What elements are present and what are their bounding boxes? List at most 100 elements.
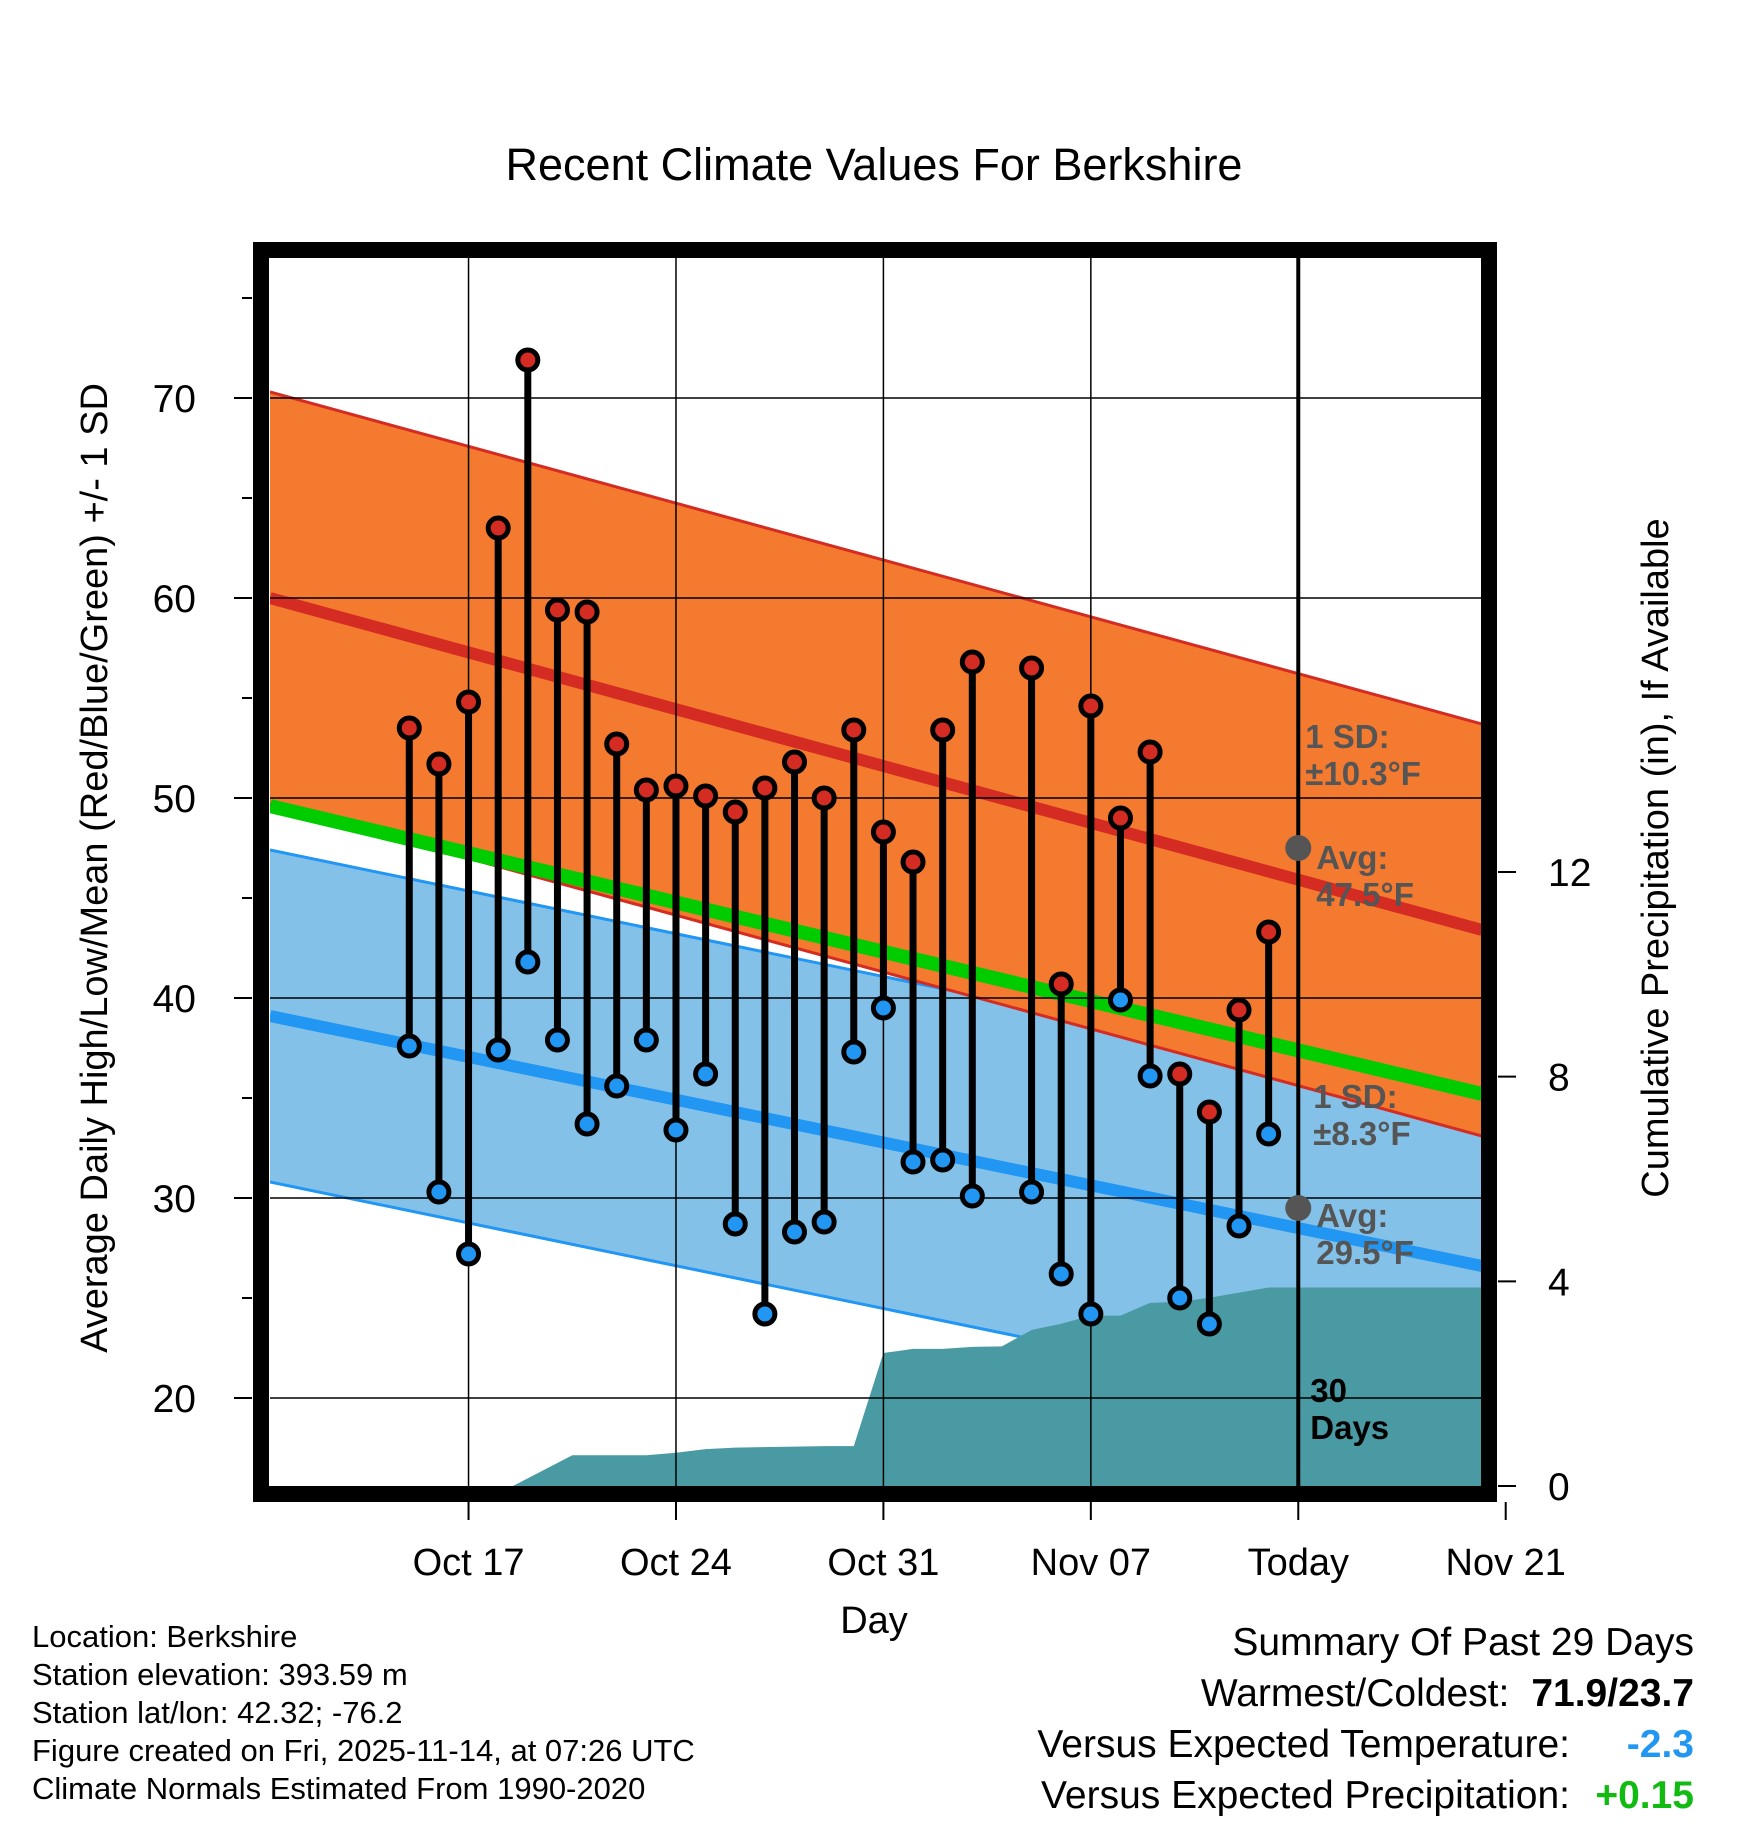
daily-low-point <box>663 1117 689 1143</box>
daily-high-point <box>1078 693 1104 719</box>
daily-high-point <box>811 785 837 811</box>
station-info: Location: Berkshire Station elevation: 3… <box>32 1618 695 1808</box>
today-high-normal-marker <box>1285 835 1312 861</box>
summary-warm-cold: Warmest/Coldest: 71.9/23.7 <box>1037 1668 1694 1719</box>
daily-high-point <box>841 717 867 743</box>
x-tick-label: Nov 21 <box>1446 1542 1566 1584</box>
daily-high-point <box>1196 1099 1222 1125</box>
y-tick-label: 70 <box>153 378 196 421</box>
daily-low-point <box>782 1219 808 1245</box>
y2-tick-label: 0 <box>1548 1466 1570 1509</box>
daily-high-point <box>574 599 600 625</box>
high-normal-line <box>270 592 1482 936</box>
daily-low-point <box>722 1211 748 1237</box>
daily-low-point <box>604 1073 630 1099</box>
x-tick-label: Oct 24 <box>620 1542 732 1584</box>
daily-high-point <box>870 819 896 845</box>
daily-low-point <box>1107 987 1133 1013</box>
daily-low-point <box>841 1039 867 1065</box>
daily-low-point <box>574 1111 600 1137</box>
daily-high-point <box>722 799 748 825</box>
y2-tick-label: 4 <box>1548 1261 1570 1304</box>
daily-high-point <box>1167 1061 1193 1087</box>
daily-low-point <box>752 1301 778 1327</box>
low-avg-annotation: Avg: 29.5°F <box>1316 1197 1414 1271</box>
y-tick-label: 30 <box>153 1178 196 1221</box>
daily-high-point <box>396 715 422 741</box>
daily-low-point <box>693 1061 719 1087</box>
latlon-text: Station lat/lon: 42.32; -76.2 <box>32 1695 403 1730</box>
daily-high-point <box>633 777 659 803</box>
daily-high-point <box>426 751 452 777</box>
y2-axis-label: Cumulative Precipitation (in), If Availa… <box>1635 518 1677 1197</box>
daily-low-point <box>1167 1285 1193 1311</box>
x-tick-label: Oct 17 <box>413 1542 525 1584</box>
daily-low-point <box>1226 1213 1252 1239</box>
daily-low-point <box>544 1027 570 1053</box>
daily-low-point <box>1078 1301 1104 1327</box>
daily-low-point <box>900 1149 926 1175</box>
today-low-normal-marker <box>1285 1195 1312 1221</box>
daily-high-point <box>544 597 570 623</box>
y-tick-label: 60 <box>153 578 196 621</box>
daily-high-point <box>1048 971 1074 997</box>
daily-low-point <box>959 1183 985 1209</box>
y-tick-label: 20 <box>153 1378 196 1421</box>
daily-low-point <box>870 995 896 1021</box>
daily-high-point <box>1256 919 1282 945</box>
daily-low-point <box>1196 1311 1222 1337</box>
daily-high-point <box>693 783 719 809</box>
location-text: Location: Berkshire <box>32 1619 298 1654</box>
daily-low-point <box>1256 1121 1282 1147</box>
daily-low-point <box>515 949 541 975</box>
daily-high-point <box>1226 997 1252 1023</box>
temp-label: Versus Expected Temperature: <box>1037 1723 1570 1766</box>
x-tick-label: Nov 07 <box>1031 1542 1151 1584</box>
daily-low-point <box>1019 1179 1045 1205</box>
daily-high-point <box>900 849 926 875</box>
y-tick-label: 50 <box>153 778 196 821</box>
precip-area <box>270 1287 1482 1486</box>
x-tick-label: Oct 31 <box>827 1542 939 1584</box>
chart-title: Recent Climate Values For Berkshire <box>506 139 1243 190</box>
daily-high-point <box>515 347 541 373</box>
daily-low-point <box>485 1037 511 1063</box>
warm-cold-label: Warmest/Coldest: <box>1200 1672 1510 1715</box>
y-axis-label: Average Daily High/Low/Mean (Red/Blue/Gr… <box>74 383 116 1353</box>
summary-panel: Summary Of Past 29 Days Warmest/Coldest:… <box>1037 1617 1694 1821</box>
daily-high-point <box>1137 739 1163 765</box>
y2-tick-label: 12 <box>1548 852 1591 895</box>
daily-high-point <box>752 775 778 801</box>
low-sd-annotation: 1 SD: ±8.3°F <box>1313 1078 1410 1152</box>
daily-high-point <box>1019 655 1045 681</box>
daily-low-point <box>426 1179 452 1205</box>
daily-high-point <box>930 717 956 743</box>
summary-temp: Versus Expected Temperature: -2.3 <box>1037 1719 1694 1770</box>
today-days-annotation: 30 Days <box>1310 1372 1389 1446</box>
daily-high-point <box>456 689 482 715</box>
y2-tick-label: 8 <box>1548 1057 1570 1100</box>
warm-cold-value: 71.9/23.7 <box>1531 1672 1694 1715</box>
daily-high-point <box>485 515 511 541</box>
plot-frame <box>253 242 1497 1502</box>
daily-low-point <box>456 1241 482 1267</box>
temp-value: -2.3 <box>1626 1723 1694 1766</box>
summary-precip: Versus Expected Precipitation: +0.15 <box>1037 1770 1694 1821</box>
daily-high-point <box>663 773 689 799</box>
daily-low-point <box>396 1033 422 1059</box>
daily-high-point <box>1107 805 1133 831</box>
high-sd-annotation: 1 SD: ±10.3°F <box>1305 718 1421 792</box>
daily-low-point <box>930 1147 956 1173</box>
precip-value: +0.15 <box>1595 1774 1694 1817</box>
daily-high-point <box>604 731 630 757</box>
x-axis-label: Day <box>840 1600 908 1642</box>
elevation-text: Station elevation: 393.59 m <box>32 1657 408 1692</box>
daily-low-point <box>811 1209 837 1235</box>
x-tick-label: Today <box>1248 1542 1349 1584</box>
created-text: Figure created on Fri, 2025-11-14, at 07… <box>32 1733 695 1768</box>
summary-title: Summary Of Past 29 Days <box>1232 1621 1694 1664</box>
high-avg-annotation: Avg: 47.5°F <box>1316 839 1414 913</box>
daily-low-point <box>1137 1063 1163 1089</box>
normals-text: Climate Normals Estimated From 1990-2020 <box>32 1771 646 1806</box>
